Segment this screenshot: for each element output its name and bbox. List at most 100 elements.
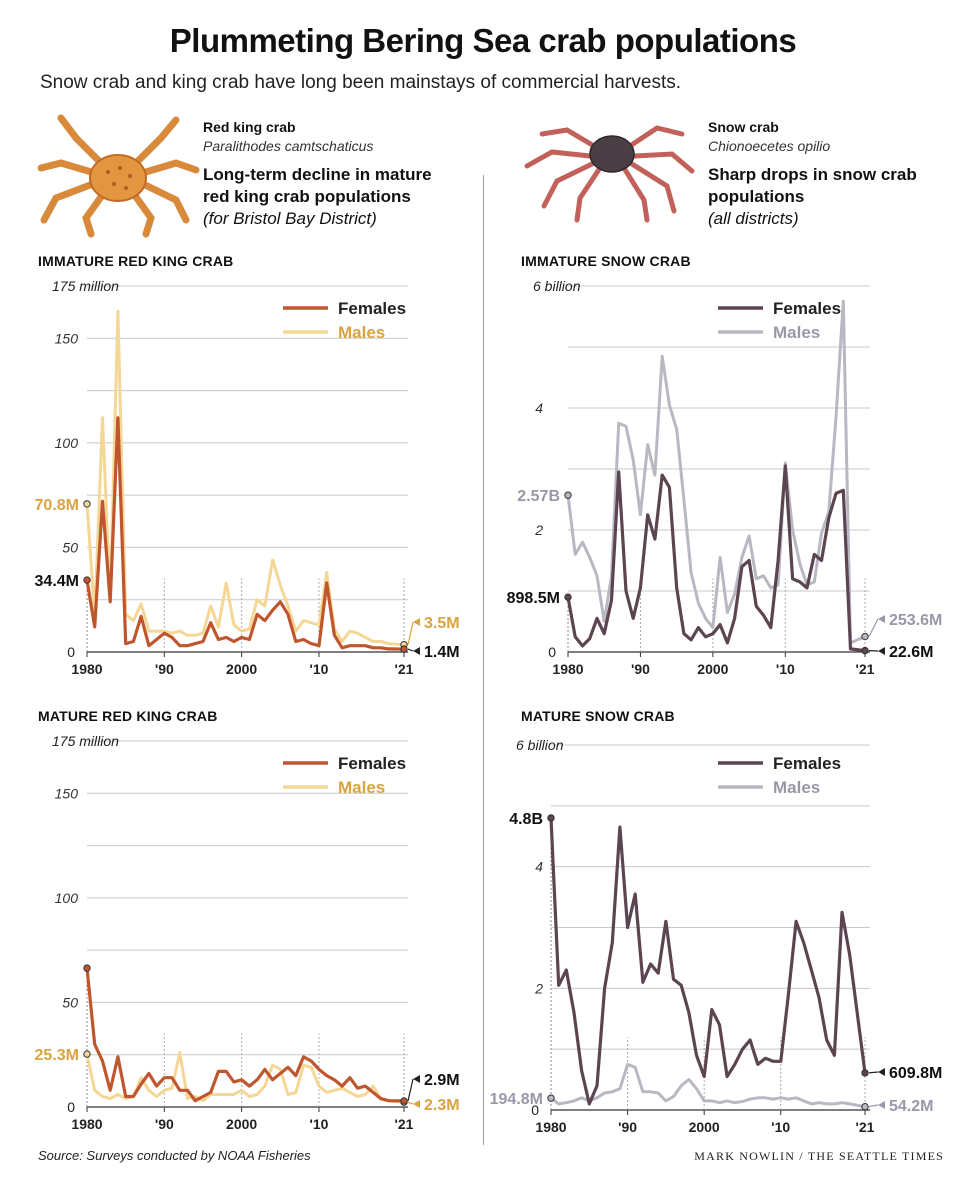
credit-line: MARK NOWLIN / THE SEATTLE TIMES (694, 1149, 944, 1163)
end-label-arrow (878, 1068, 885, 1076)
series-start-label: 70.8M (35, 497, 79, 514)
page-title: Plummeting Bering Sea crab populations (169, 22, 797, 59)
x-tick-label: '10 (309, 1116, 328, 1132)
series-end-label: 3.5M (424, 615, 460, 632)
series-end-label: 2.3M (424, 1097, 460, 1114)
y-axis-top-label: 175 million (52, 733, 119, 749)
x-tick-label: 2000 (689, 1119, 720, 1135)
end-label-leader (407, 1101, 414, 1105)
series-line-females (549, 817, 867, 1106)
y-tick-label: 50 (62, 539, 78, 555)
panel-title-mature-snow: MATURE SNOW CRAB (521, 708, 675, 724)
series-end-point (861, 1069, 869, 1077)
legend-label-females: Females (773, 754, 841, 773)
x-tick-label: 1980 (71, 1116, 102, 1132)
x-tick-label: 1980 (71, 661, 102, 677)
x-tick-label: '90 (618, 1119, 637, 1135)
y-tick-label: 0 (67, 644, 75, 660)
x-tick-label: '10 (771, 1119, 790, 1135)
y-tick-label: 4 (535, 400, 543, 416)
series-end-point (861, 632, 869, 641)
series-start-point (564, 593, 572, 601)
red-king-scientific-name: Paralithodes camtschaticus (203, 138, 374, 154)
end-label-leader (407, 648, 414, 652)
column-divider (483, 175, 484, 1145)
legend-label-males: Males (338, 323, 385, 342)
y-tick-label: 2 (534, 980, 543, 996)
series-start-point (547, 814, 555, 822)
red-king-header: Red king crab Paralithodes camtschaticus… (203, 118, 432, 230)
y-tick-label: 50 (62, 994, 78, 1010)
series-start-point (83, 964, 91, 972)
legend-label-females: Females (338, 299, 406, 318)
panel-title-immature-red-king: IMMATURE RED KING CRAB (38, 253, 234, 269)
legend-label-males: Males (773, 323, 820, 342)
series-line-males (85, 1051, 405, 1104)
source-note: Source: Surveys conducted by NOAA Fisher… (38, 1148, 311, 1163)
series-end-label: 609.8M (889, 1065, 942, 1082)
panel-title-immature-snow: IMMATURE SNOW CRAB (521, 253, 691, 269)
end-label-arrow (413, 1100, 420, 1108)
series-start-point (83, 1050, 91, 1058)
x-tick-label: '90 (155, 1116, 174, 1132)
y-tick-label: 4 (535, 859, 543, 875)
series-start-label: 898.5M (507, 590, 560, 607)
series-line-females (566, 464, 866, 653)
x-tick-label: 2000 (697, 661, 728, 677)
x-tick-label: 1980 (535, 1119, 566, 1135)
end-label-arrow (878, 647, 885, 655)
x-tick-label: 2000 (226, 661, 257, 677)
legend-label-females: Females (773, 299, 841, 318)
snow-crab-name: Snow crab (708, 119, 779, 135)
red-king-headline: Long-term decline in mature red king cra… (203, 164, 432, 208)
red-king-name: Red king crab (203, 119, 296, 135)
end-label-arrow (878, 615, 885, 623)
x-tick-label: '10 (776, 661, 795, 677)
red-king-headline-line-2: red king crab populations (203, 187, 411, 206)
series-end-label: 2.9M (424, 1072, 460, 1089)
series-start-label: 4.8B (509, 811, 543, 828)
legend-label-females: Females (338, 754, 406, 773)
end-label-leader (407, 621, 414, 645)
snow-crab-illustration (524, 125, 695, 223)
red-king-district-note: (for Bristol Bay District) (203, 209, 377, 228)
y-axis-top-label: 6 billion (533, 278, 581, 294)
x-tick-label: 1980 (552, 661, 583, 677)
end-label-leader (868, 1104, 879, 1108)
end-label-leader (868, 618, 879, 637)
x-tick-label: '21 (856, 661, 875, 677)
y-tick-label: 0 (548, 644, 556, 660)
series-start-point (83, 576, 91, 584)
snow-crab-district-note: (all districts) (708, 209, 799, 228)
series-end-point (400, 645, 408, 653)
snow-crab-header: Snow crab Chionoecetes opilio Sharp drop… (708, 118, 917, 230)
y-tick-label: 0 (67, 1099, 75, 1115)
x-tick-label: '10 (309, 661, 328, 677)
series-end-point (400, 1097, 408, 1105)
y-tick-label: 150 (55, 785, 79, 801)
end-label-leader (407, 1078, 414, 1102)
series-start-label: 34.4M (35, 573, 79, 590)
x-tick-label: '21 (856, 1119, 875, 1135)
series-end-label: 253.6M (889, 612, 942, 629)
x-tick-label: '90 (155, 661, 174, 677)
panel-title-mature-red-king: MATURE RED KING CRAB (38, 708, 218, 724)
series-end-point (861, 1103, 869, 1111)
snow-crab-headline-line-2: populations (708, 187, 805, 206)
series-start-label: 194.8M (490, 1091, 543, 1108)
series-end-point (861, 646, 869, 655)
series-line-females (85, 416, 405, 651)
series-start-point (547, 1094, 555, 1102)
series-start-label: 25.3M (35, 1047, 79, 1064)
legend-label-males: Males (773, 778, 820, 797)
page-subtitle: Snow crab and king crab have long been m… (40, 72, 682, 93)
series-line-males (85, 309, 405, 647)
x-tick-label: 2000 (226, 1116, 257, 1132)
red-king-crab-illustration (37, 114, 200, 238)
y-tick-label: 100 (55, 890, 79, 906)
series-start-point (83, 500, 91, 508)
end-label-arrow (413, 647, 420, 655)
